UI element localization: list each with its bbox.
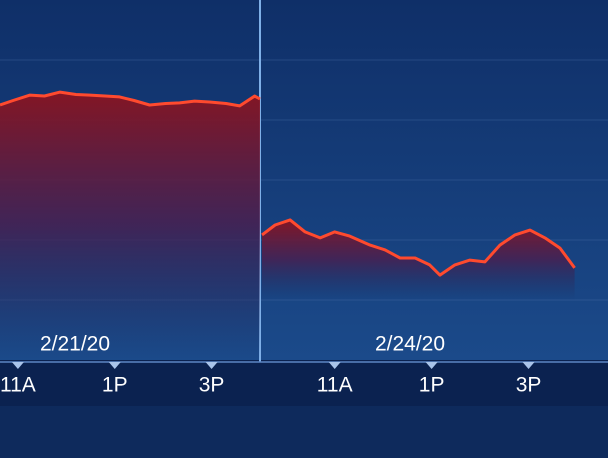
x-tick-label: 3P [199,374,225,397]
price-line [0,90,261,108]
tick-mark [328,362,341,369]
tick-mark [205,362,218,369]
area [0,92,260,360]
tick-mark [425,362,438,369]
x-tick-label: 11A [0,374,36,397]
x-tick-label: 11A [317,374,353,397]
tick-mark [522,362,535,369]
footer-band [0,406,608,458]
x-tick-label: 1P [102,374,128,397]
tick-mark [11,362,24,369]
x-tick-label: 3P [516,374,542,397]
date-label: 2/24/20 [375,333,445,356]
date-label: 2/21/20 [40,333,110,356]
axis-band [0,360,608,406]
x-tick-label: 1P [419,374,445,397]
tick-mark [108,362,121,369]
price-line [261,218,576,277]
